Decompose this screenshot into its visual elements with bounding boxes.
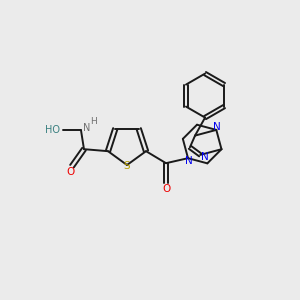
Text: H: H	[91, 117, 98, 126]
Text: HO: HO	[46, 125, 61, 135]
Text: N: N	[185, 156, 193, 166]
Text: O: O	[67, 167, 75, 177]
Text: N: N	[201, 152, 209, 162]
Text: S: S	[124, 161, 130, 171]
Text: N: N	[83, 123, 91, 133]
Text: O: O	[162, 184, 170, 194]
Text: N: N	[213, 122, 221, 132]
